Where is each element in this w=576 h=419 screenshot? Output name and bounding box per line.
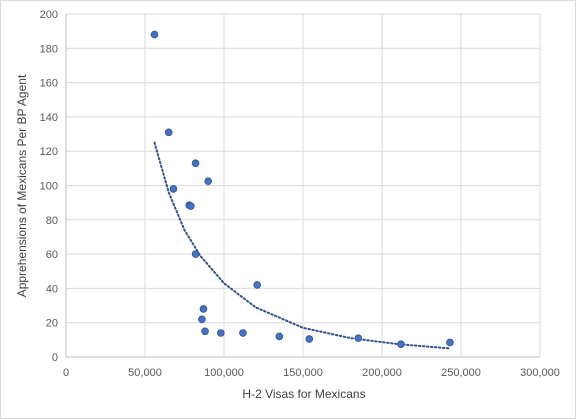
data-point — [397, 340, 405, 348]
trendline-path — [153, 141, 451, 350]
y-tick-label: 60 — [46, 249, 58, 261]
data-point — [217, 329, 225, 337]
data-point — [150, 30, 159, 39]
gridlines — [65, 13, 541, 358]
tick-labels: 0 20 40 60 80 100 120 140 160 180 200 0 50,000 100,00… — [40, 9, 560, 379]
x-tick-label: 300,000 — [520, 367, 560, 379]
y-tick-label: 140 — [40, 112, 58, 124]
y-tick-label: 160 — [40, 78, 58, 90]
y-tick-label: 80 — [46, 215, 58, 227]
y-tick-label: 200 — [40, 9, 58, 21]
x-tick-label: 150,000 — [283, 367, 323, 379]
data-point — [191, 250, 200, 258]
y-tick-label: 20 — [46, 318, 58, 330]
data-point — [199, 305, 208, 313]
y-tick-label: 40 — [46, 283, 58, 295]
data-point — [204, 177, 213, 186]
y-axis-title: Apprehensions of Mexicans Per BP Agent — [15, 74, 29, 297]
x-tick-label: 50,000 — [128, 367, 162, 379]
data-point — [239, 329, 247, 337]
data-point — [198, 315, 206, 324]
data-point — [253, 281, 261, 289]
x-tick-label: 250,000 — [441, 367, 481, 379]
y-tick-label: 0 — [52, 352, 58, 364]
x-tick-label: 0 — [63, 367, 69, 379]
data-point — [446, 338, 454, 347]
data-points — [150, 30, 454, 348]
x-tick-label: 100,000 — [204, 367, 244, 379]
data-point — [354, 334, 363, 342]
data-point — [187, 202, 195, 210]
y-tick-label: 100 — [40, 181, 58, 193]
data-point — [305, 335, 314, 343]
data-point — [191, 159, 200, 168]
x-tick-label: 200,000 — [362, 367, 402, 379]
y-tick-label: 120 — [40, 146, 58, 158]
trendline — [153, 141, 451, 350]
x-axis-title: H-2 Visas for Mexicans — [242, 387, 365, 401]
data-point — [164, 128, 173, 137]
data-point — [275, 332, 284, 341]
y-tick-label: 180 — [40, 43, 58, 55]
axes — [65, 14, 540, 358]
data-point — [201, 327, 209, 336]
data-point — [169, 185, 178, 193]
